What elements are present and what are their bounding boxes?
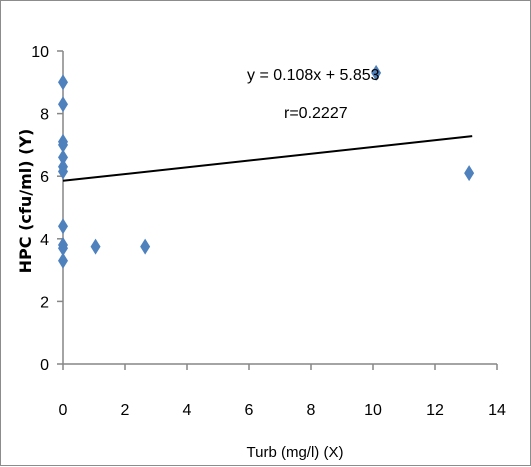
- data-point: [58, 96, 68, 113]
- x-tick-label: 6: [245, 402, 254, 419]
- x-tick-label: 10: [364, 402, 382, 419]
- y-tick-label: 2: [40, 294, 49, 311]
- x-tick-label: 0: [59, 402, 68, 419]
- data-point: [58, 136, 68, 153]
- x-tick-label: 14: [488, 402, 506, 419]
- y-tick-label: 8: [40, 107, 49, 124]
- data-point: [140, 238, 151, 255]
- trendline-equation: y = 0.108x + 5.853: [247, 67, 380, 84]
- data-point: [58, 240, 68, 257]
- axes: [62, 51, 497, 365]
- y-tick-label: 10: [31, 44, 49, 61]
- data-point: [58, 163, 68, 180]
- data-point: [464, 165, 475, 182]
- y-tick-label: 6: [40, 169, 49, 186]
- trendline: [62, 135, 473, 182]
- y-axis-title: HPC (cfu/ml) (Y): [16, 129, 35, 274]
- x-axis-title: Turb (mg/l) (X): [247, 444, 344, 461]
- data-points: [58, 64, 475, 269]
- data-point: [58, 74, 68, 91]
- data-point: [58, 252, 68, 269]
- data-point: [58, 218, 68, 235]
- y-tick-label: 4: [40, 232, 49, 249]
- y-ticks: 0 2 4 6 8 10: [31, 44, 63, 374]
- x-ticks: 0 2 4 6 8 10 12 14: [59, 364, 506, 419]
- x-tick-label: 4: [183, 402, 192, 419]
- data-point: [371, 64, 382, 81]
- correlation-coefficient: r=0.2227: [284, 105, 348, 122]
- x-tick-label: 12: [426, 402, 444, 419]
- y-tick-label: 0: [40, 357, 49, 374]
- data-point: [90, 238, 101, 255]
- x-tick-label: 2: [121, 402, 130, 419]
- x-tick-label: 8: [307, 402, 316, 419]
- data-point: [58, 149, 68, 166]
